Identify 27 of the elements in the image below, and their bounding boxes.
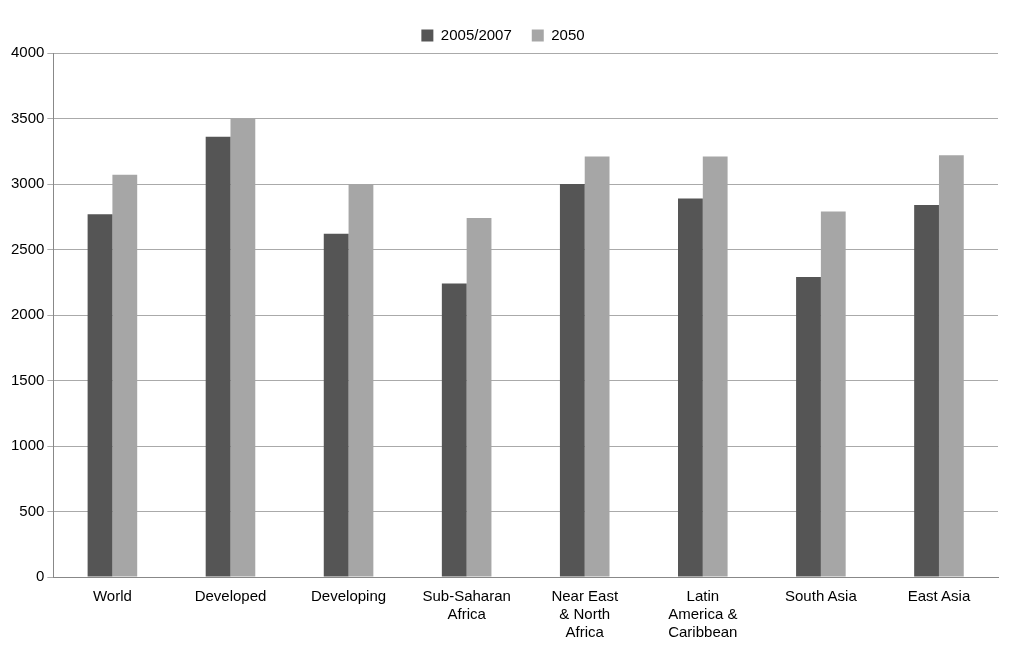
y-tick-label: 3500 — [10, 108, 45, 126]
x-tick-label: Sub-Saharan Africa — [422, 587, 511, 623]
y-tick-label: 500 — [19, 501, 45, 519]
y-tick-label: 1500 — [10, 370, 45, 388]
y-tick-label: 2500 — [10, 239, 45, 257]
y-tick-label: 3000 — [10, 174, 45, 192]
x-tick-label: South Asia — [785, 587, 858, 605]
bar — [796, 277, 821, 577]
y-tick-label: 0 — [36, 567, 45, 585]
y-tick-label: 1000 — [10, 436, 45, 454]
x-tick-label: Developing — [311, 587, 387, 605]
legend-label: 2005/2007 — [440, 25, 512, 43]
y-tick-label: 2000 — [10, 305, 45, 323]
x-tick-label: Latin America & Caribbean — [668, 587, 738, 641]
x-tick-label: Developed — [194, 587, 267, 605]
x-tick-label: World — [92, 587, 132, 605]
legend-label: 2050 — [551, 25, 585, 43]
bar — [323, 233, 349, 577]
x-tick-label: East Asia — [907, 587, 971, 605]
bar — [559, 184, 585, 577]
x-tick-label: Near East & North Africa — [551, 587, 619, 641]
y-tick-label: 4000 — [10, 43, 45, 61]
bar — [914, 204, 939, 577]
bar — [441, 283, 467, 577]
bar — [205, 136, 231, 577]
bar — [87, 214, 113, 577]
bar — [678, 198, 703, 577]
